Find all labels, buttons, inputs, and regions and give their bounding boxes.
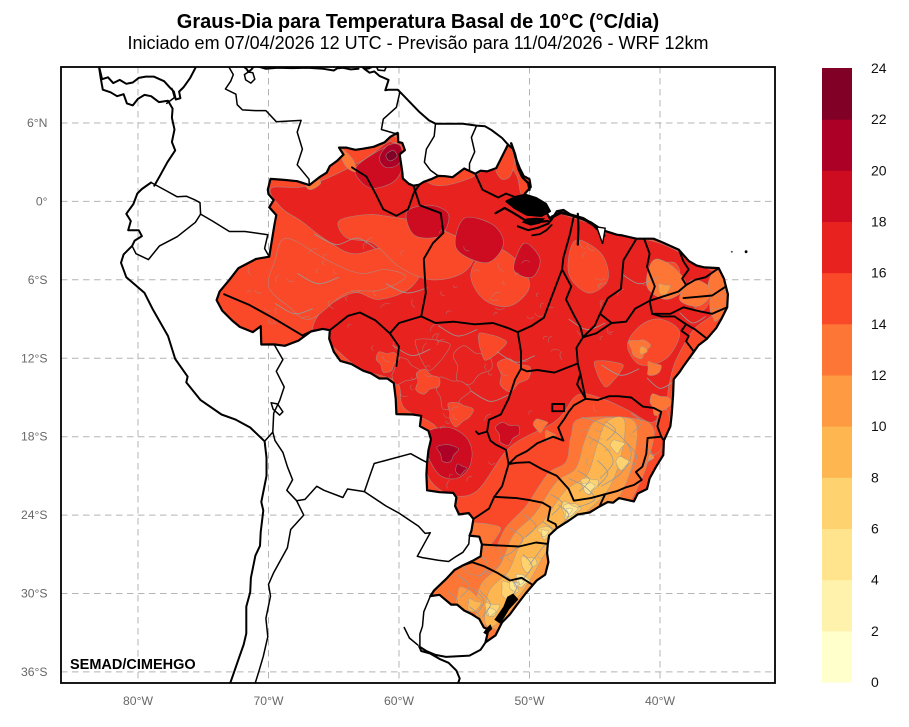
- svg-text:16: 16: [871, 265, 887, 281]
- svg-text:12°S: 12°S: [21, 351, 48, 365]
- svg-text:50°W: 50°W: [515, 694, 545, 708]
- svg-text:10: 10: [871, 418, 887, 434]
- svg-text:4: 4: [871, 572, 879, 588]
- svg-text:0°: 0°: [36, 194, 48, 208]
- svg-text:6: 6: [871, 521, 879, 537]
- svg-text:2: 2: [871, 623, 879, 639]
- svg-text:6°N: 6°N: [27, 116, 47, 130]
- svg-text:14: 14: [871, 316, 887, 332]
- svg-text:24: 24: [871, 60, 887, 76]
- svg-text:6°S: 6°S: [28, 273, 48, 287]
- svg-text:8: 8: [871, 469, 879, 485]
- svg-text:SEMAD/CIMEHGO: SEMAD/CIMEHGO: [70, 657, 196, 673]
- svg-text:24°S: 24°S: [21, 508, 48, 522]
- svg-text:18°S: 18°S: [21, 430, 48, 444]
- svg-text:20: 20: [871, 162, 887, 178]
- svg-text:40°W: 40°W: [645, 694, 675, 708]
- svg-text:36°S: 36°S: [21, 665, 48, 679]
- svg-text:70°W: 70°W: [254, 694, 284, 708]
- svg-text:22: 22: [871, 111, 887, 127]
- svg-text:60°W: 60°W: [384, 694, 414, 708]
- svg-text:30°S: 30°S: [21, 587, 48, 601]
- svg-text:0: 0: [871, 674, 879, 690]
- svg-text:12: 12: [871, 367, 887, 383]
- svg-text:80°W: 80°W: [123, 694, 153, 708]
- svg-text:18: 18: [871, 214, 887, 230]
